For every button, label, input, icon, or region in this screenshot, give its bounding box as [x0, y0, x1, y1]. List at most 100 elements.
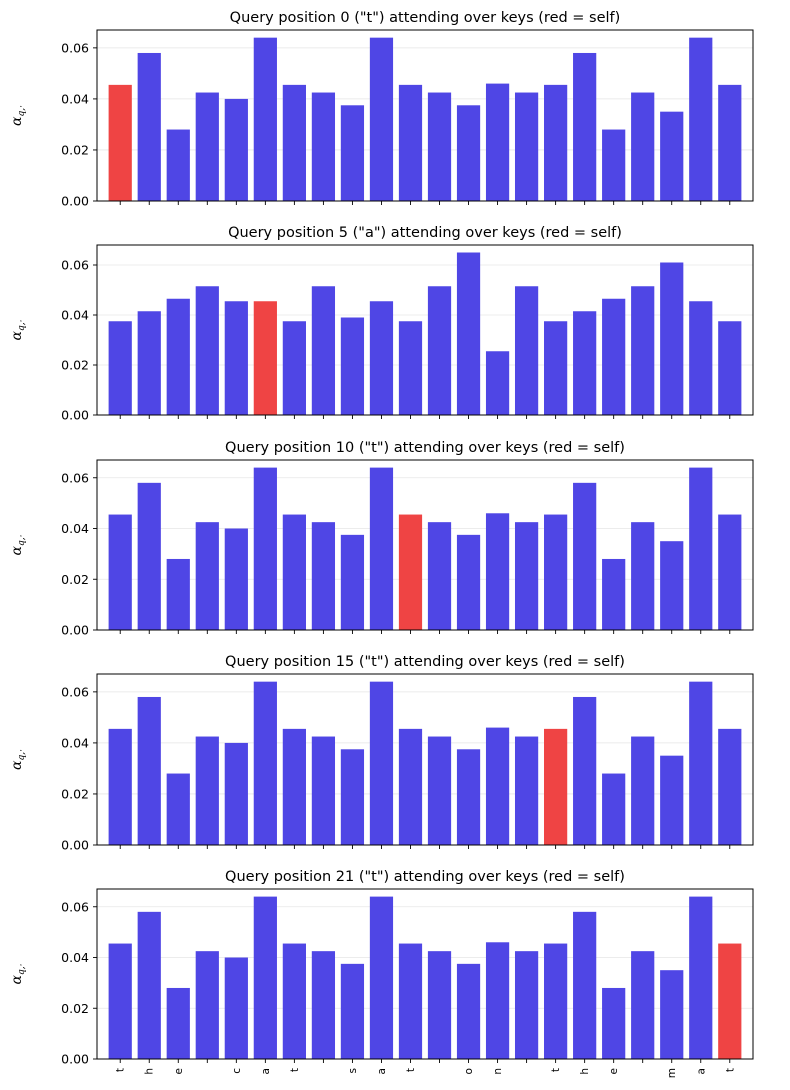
y-tick-label: 0.06	[61, 684, 89, 699]
bar	[282, 321, 306, 415]
bar	[485, 513, 510, 630]
bar	[689, 896, 713, 1059]
bar	[514, 522, 539, 630]
bar	[485, 351, 510, 415]
bar	[544, 514, 568, 630]
y-tick-label: 0.04	[61, 735, 89, 750]
bar	[108, 943, 132, 1059]
y-tick-label: 0.06	[61, 470, 89, 485]
bar	[660, 541, 684, 630]
bar	[166, 987, 190, 1059]
axes-frame	[96, 673, 754, 846]
bar	[137, 911, 161, 1059]
bar	[602, 773, 626, 845]
x-tick-label: h	[144, 1068, 156, 1075]
bar	[398, 84, 423, 201]
y-tick-label: 0.00	[61, 408, 89, 423]
y-tick-label: 0.00	[61, 838, 89, 853]
bar	[224, 301, 248, 415]
bar	[602, 298, 626, 415]
bar	[456, 749, 481, 845]
axes-frame	[96, 888, 754, 1060]
y-axis-label: αq,·	[9, 105, 27, 126]
y-tick-label: 0.02	[61, 572, 89, 587]
subplot-title: Query position 21 ("t") attending over k…	[225, 869, 625, 885]
bar	[253, 37, 277, 201]
bar	[602, 987, 626, 1059]
axes-frame	[96, 29, 754, 202]
bar	[398, 943, 423, 1059]
y-axis-label: αq,·	[9, 749, 27, 770]
x-tick-label: m	[666, 1068, 678, 1078]
bar	[398, 728, 423, 845]
y-tick-label: 0.06	[61, 258, 89, 273]
bar	[340, 317, 365, 415]
subplot-4: 0.00 0.02 0.04 0.06 t h e c a t s a t o n t h e m a t Qu…	[9, 869, 754, 1078]
bar	[689, 301, 713, 415]
bar	[340, 963, 365, 1059]
y-tick-label: 0.04	[61, 91, 89, 106]
y-tick-label: 0.00	[61, 194, 89, 209]
bar	[166, 298, 190, 415]
subplot-2: 0.00 0.02 0.04 0.06 Query position 10 ("t") …	[9, 440, 754, 638]
bar	[573, 482, 597, 630]
x-tick-label: a	[260, 1068, 272, 1074]
bar	[427, 286, 452, 415]
bar	[456, 534, 481, 630]
bar	[224, 742, 248, 845]
bar	[253, 896, 277, 1059]
bar	[340, 105, 365, 201]
x-tick-label: t	[289, 1068, 301, 1072]
bar	[660, 755, 684, 845]
bar	[718, 514, 742, 630]
bar	[195, 951, 219, 1059]
bar	[718, 321, 742, 415]
x-tick-label: t	[550, 1068, 562, 1072]
bar	[311, 951, 336, 1059]
bar	[224, 98, 248, 201]
bar	[485, 83, 510, 201]
bar	[456, 963, 481, 1059]
bar	[718, 84, 742, 201]
y-axis-label: αq,·	[9, 963, 27, 984]
y-tick-label: 0.02	[61, 786, 89, 801]
bar	[369, 896, 394, 1059]
y-tick-label: 0.06	[61, 899, 89, 914]
bar	[195, 736, 219, 845]
bar	[282, 728, 306, 845]
subplot-title: Query position 15 ("t") attending over k…	[225, 654, 625, 670]
bar	[514, 736, 539, 845]
bar	[689, 467, 713, 630]
bar	[427, 522, 452, 630]
bar	[573, 311, 597, 415]
y-axis-label: αq,·	[9, 319, 27, 340]
y-tick-label: 0.04	[61, 950, 89, 965]
bar	[544, 84, 568, 201]
subplot-0: 0.00 0.02 0.04 0.06 Query position 0 ("t") a…	[9, 10, 754, 209]
bar	[195, 92, 219, 201]
bar	[514, 286, 539, 415]
y-tick-label: 0.02	[61, 142, 89, 157]
bar-self	[108, 84, 132, 201]
bar	[340, 534, 365, 630]
bar	[137, 482, 161, 630]
y-tick-label: 0.00	[61, 623, 89, 638]
bar	[311, 522, 336, 630]
y-tick-label: 0.02	[61, 358, 89, 373]
bar	[631, 951, 655, 1059]
x-tick-label: t	[115, 1068, 127, 1072]
bar	[253, 467, 277, 630]
axes-frame	[96, 459, 754, 631]
subplot-3: 0.00 0.02 0.04 0.06 Query position 15 ("t") …	[9, 654, 754, 853]
bar	[398, 321, 423, 415]
bar-self	[398, 514, 423, 630]
bar	[427, 92, 452, 201]
bar	[311, 736, 336, 845]
bar	[311, 286, 336, 415]
bar	[108, 514, 132, 630]
subplot-1: 0.00 0.02 0.04 0.06 Query position 5 ("a") a…	[9, 225, 754, 423]
bar	[224, 528, 248, 630]
y-tick-label: 0.04	[61, 308, 89, 323]
bar-self	[544, 728, 568, 845]
